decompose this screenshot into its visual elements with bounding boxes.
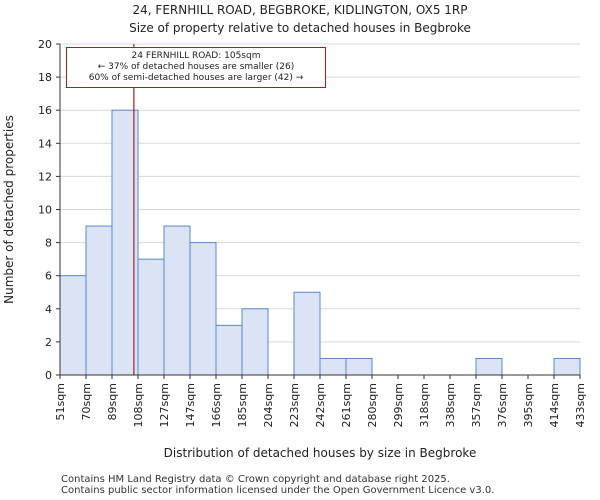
x-tick-label: 338sqm bbox=[444, 383, 457, 427]
y-tick-label: 8 bbox=[45, 237, 52, 250]
annotation-line-smaller: ← 37% of detached houses are smaller (26… bbox=[97, 62, 295, 72]
histogram-bar bbox=[137, 258, 165, 376]
histogram-bar bbox=[553, 357, 581, 376]
y-tick-label: 14 bbox=[38, 137, 52, 150]
y-tick-label: 4 bbox=[45, 303, 52, 316]
histogram-bar bbox=[345, 357, 373, 376]
x-tick-label: 318sqm bbox=[418, 383, 431, 427]
x-tick-label: 108sqm bbox=[132, 383, 145, 427]
histogram-bar bbox=[293, 291, 321, 376]
histogram-bar bbox=[241, 308, 269, 376]
histogram-bar bbox=[319, 357, 347, 376]
chart-title-subtitle: Size of property relative to detached ho… bbox=[129, 21, 471, 35]
histogram-bar bbox=[59, 275, 87, 376]
x-tick-label: 357sqm bbox=[470, 383, 483, 427]
x-tick-label: 223sqm bbox=[288, 383, 301, 427]
histogram-bar bbox=[475, 357, 503, 376]
y-tick-label: 2 bbox=[45, 336, 52, 349]
x-tick-label: 376sqm bbox=[496, 383, 509, 427]
x-tick-label: 433sqm bbox=[574, 383, 587, 427]
y-tick-label: 12 bbox=[38, 170, 52, 183]
footer-copyright: Contains HM Land Registry data © Crown c… bbox=[61, 474, 450, 485]
x-tick-label: 280sqm bbox=[366, 383, 379, 427]
x-tick-label: 166sqm bbox=[210, 383, 223, 427]
y-axis-label: Number of detached properties bbox=[2, 115, 16, 304]
x-tick-label: 261sqm bbox=[340, 383, 353, 427]
y-tick-label: 0 bbox=[45, 369, 52, 382]
y-tick-label: 10 bbox=[38, 204, 52, 217]
annotation-line-property: 24 FERNHILL ROAD: 105sqm bbox=[131, 51, 261, 61]
chart-title-address: 24, FERNHILL ROAD, BEGBROKE, KIDLINGTON,… bbox=[132, 3, 468, 17]
histogram-bar bbox=[215, 324, 243, 376]
x-tick-label: 395sqm bbox=[522, 383, 535, 427]
y-tick-label: 18 bbox=[38, 71, 52, 84]
footer-licence: Contains public sector information licen… bbox=[61, 485, 495, 496]
histogram-bar bbox=[85, 225, 113, 376]
x-tick-label: 185sqm bbox=[236, 383, 249, 427]
y-tick-label: 6 bbox=[45, 270, 52, 283]
property-annotation-box: 24 FERNHILL ROAD: 105sqm ← 37% of detach… bbox=[66, 47, 326, 88]
x-tick-label: 414sqm bbox=[548, 383, 561, 427]
x-tick-label: 127sqm bbox=[158, 383, 171, 427]
x-tick-label: 147sqm bbox=[184, 383, 197, 427]
x-tick-label: 204sqm bbox=[262, 383, 275, 427]
x-tick-label: 89sqm bbox=[106, 383, 119, 420]
y-tick-label: 20 bbox=[38, 38, 52, 51]
x-tick-label: 242sqm bbox=[314, 383, 327, 427]
x-tick-label: 70sqm bbox=[80, 383, 93, 420]
x-tick-label: 299sqm bbox=[392, 383, 405, 427]
x-tick-label: 51sqm bbox=[54, 383, 67, 420]
y-tick-label: 16 bbox=[38, 104, 52, 117]
x-axis-label: Distribution of detached houses by size … bbox=[164, 446, 477, 460]
histogram-bar bbox=[189, 242, 217, 376]
annotation-line-larger: 60% of semi-detached houses are larger (… bbox=[88, 73, 304, 83]
histogram-bar bbox=[163, 225, 191, 376]
